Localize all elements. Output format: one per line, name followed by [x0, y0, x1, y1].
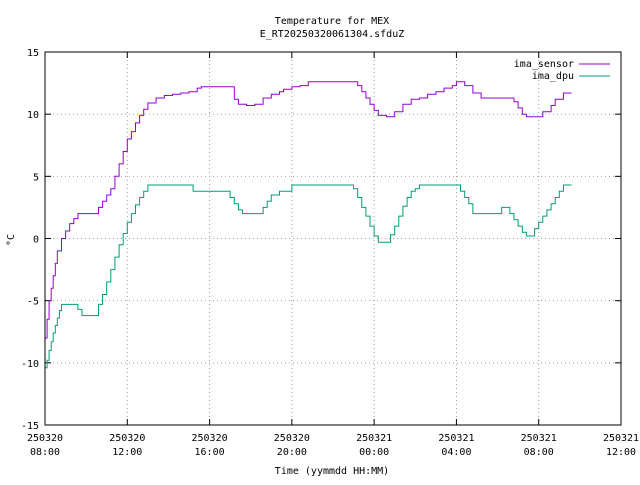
x-tick-label-date: 250320 — [192, 433, 228, 444]
legend-label-ima_sensor: ima_sensor — [514, 59, 574, 70]
series-line-ima_sensor — [45, 81, 572, 339]
chart-subtitle: E_RT20250320061304.sfduZ — [260, 29, 405, 40]
grid — [45, 52, 621, 425]
chart-title: Temperature for MEX — [275, 16, 389, 27]
x-tick-label-time: 20:00 — [277, 447, 307, 458]
legend-label-ima_dpu: ima_dpu — [532, 71, 574, 82]
x-tick-label-time: 00:00 — [359, 447, 389, 458]
y-tick-label: -5 — [27, 297, 39, 308]
x-tick-label-date: 250320 — [109, 433, 145, 444]
y-tick-label: 15 — [27, 48, 39, 59]
series-line-ima_dpu — [45, 184, 572, 369]
y-tick-label: 10 — [27, 110, 39, 121]
x-tick-label-time: 12:00 — [112, 447, 142, 458]
x-tick-label-date: 250321 — [521, 433, 557, 444]
x-tick-label-time: 16:00 — [195, 447, 225, 458]
x-tick-label-time: 04:00 — [441, 447, 471, 458]
x-tick-label-date: 250320 — [274, 433, 310, 444]
y-tick-label: 5 — [33, 172, 39, 183]
y-tick-label: 0 — [33, 235, 39, 246]
y-tick-label: -15 — [21, 421, 39, 432]
plot-frame — [44, 51, 622, 426]
y-tick-label: -10 — [21, 359, 39, 370]
x-tick-label-date: 250321 — [356, 433, 392, 444]
axis-ticks: -15 -10 -5 0 5 10 15 250320 08:00 250320 12:00 2503… — [21, 48, 639, 458]
x-tick-label-time: 12:00 — [606, 447, 636, 458]
x-tick-label-date: 250320 — [27, 433, 63, 444]
x-tick-label-date: 250321 — [438, 433, 474, 444]
x-tick-label-time: 08:00 — [524, 447, 554, 458]
x-tick-label-date: 250321 — [603, 433, 639, 444]
series-lines — [45, 81, 572, 369]
y-axis-label: °C — [6, 234, 17, 246]
x-axis-label: Time (yymmdd HH:MM) — [275, 466, 389, 477]
x-tick-label-time: 08:00 — [30, 447, 60, 458]
